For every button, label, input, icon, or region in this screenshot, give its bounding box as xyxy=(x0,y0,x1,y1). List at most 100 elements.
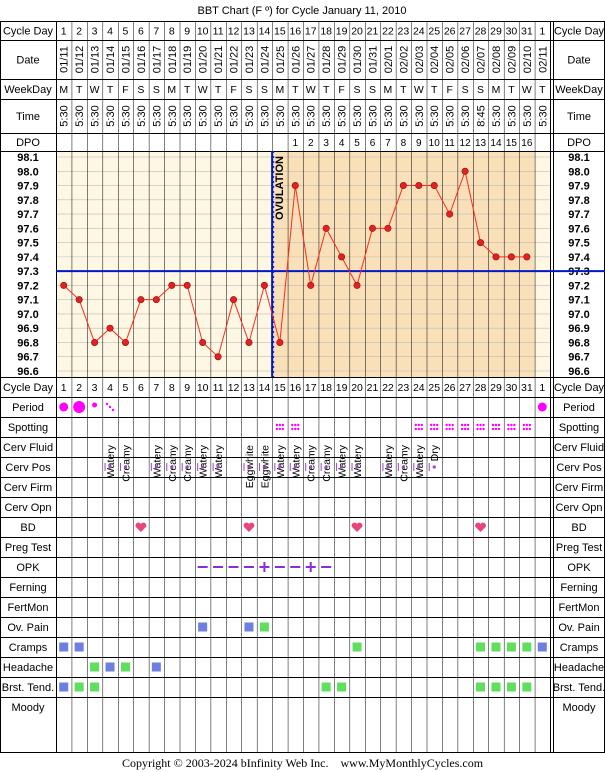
cycle-label: 27 xyxy=(459,26,471,38)
cerv-fluid-label: Dry xyxy=(429,444,441,461)
backgrounds xyxy=(56,151,550,377)
cycleday-label: 1 xyxy=(61,382,67,394)
obs-label: Cycle Day xyxy=(3,382,54,394)
obs-label-right: Period xyxy=(563,402,595,414)
cycleday-label: 16 xyxy=(289,382,301,394)
spotting-mark xyxy=(528,423,532,427)
obs-label-right: Brst. Tend. xyxy=(553,682,605,694)
date-label: 01/31 xyxy=(367,46,379,74)
cycleday-label: 21 xyxy=(367,382,379,394)
row-label-right-date: Date xyxy=(567,55,590,67)
temperature-point xyxy=(384,224,392,232)
cerv-pos-mark xyxy=(278,465,282,469)
y-tick-label: 98.0 xyxy=(17,166,38,178)
spotting-mark xyxy=(433,423,436,427)
time-label: 5:30 xyxy=(182,105,194,126)
cerv-fluid-label: Creamy xyxy=(120,444,132,482)
temperature-point xyxy=(260,281,268,289)
spotting-mark xyxy=(451,427,454,431)
row-label-date: Date xyxy=(16,55,39,67)
grid-lines xyxy=(0,21,605,753)
dpo-label: 4 xyxy=(339,138,345,149)
y-tick-label: 97.5 xyxy=(17,238,38,250)
cycleday-label: 24 xyxy=(413,382,425,394)
cerv-pos-mark xyxy=(417,465,421,469)
obs-label-right: Cycle Day xyxy=(554,382,605,394)
temperature-point xyxy=(338,253,346,261)
time-label: 5:30 xyxy=(383,105,395,126)
cerv-fluid-label: Creamy xyxy=(398,444,410,482)
symptom-square xyxy=(244,622,254,632)
time-label: 5:30 xyxy=(445,105,457,126)
spotting-mark xyxy=(513,423,516,427)
symptom-square xyxy=(522,682,532,692)
cycleday-label: 2 xyxy=(76,382,82,394)
spotting-mark xyxy=(417,427,420,431)
obs-label: Spotting xyxy=(8,422,48,434)
spotting-mark xyxy=(448,423,451,427)
period-mark xyxy=(537,402,547,412)
temperature-point xyxy=(477,239,485,247)
obs-label-right: Cramps xyxy=(560,642,599,654)
temperature-point xyxy=(60,281,68,289)
cerv-pos-mark xyxy=(401,465,405,469)
spotting-mark xyxy=(414,423,417,427)
cycleday-label: 23 xyxy=(398,382,410,394)
temperature-point xyxy=(121,338,129,346)
y-tick-label: 97.1 xyxy=(17,295,38,307)
date-label: 02/02 xyxy=(398,46,410,74)
time-label: 5:30 xyxy=(136,105,148,126)
symptom-square xyxy=(337,682,347,692)
cycleday-label: 5 xyxy=(123,382,129,394)
time-label: 5:30 xyxy=(337,105,349,126)
obs-label-right: FertMon xyxy=(559,602,600,614)
cycle-label: 12 xyxy=(228,26,240,38)
cerv-fluid-label: Watery xyxy=(414,444,426,478)
row-label-wd: WeekDay xyxy=(4,84,52,96)
date-label: 01/14 xyxy=(105,46,117,74)
spotting-mark xyxy=(528,427,532,431)
spotting-mark xyxy=(281,427,285,431)
obs-label-right: Ferning xyxy=(560,582,597,594)
cycle-label: 2 xyxy=(76,26,82,38)
cerv-pos-mark xyxy=(339,465,344,469)
spotting-mark xyxy=(417,423,420,427)
row-label-right-dpo: DPO xyxy=(567,137,591,149)
spotting-mark xyxy=(482,423,485,427)
cycle-label: 11 xyxy=(213,26,224,38)
time-label: 5:30 xyxy=(275,105,287,126)
temperature-point xyxy=(291,182,299,190)
wd-label: T xyxy=(431,84,438,96)
bd-heart-icon xyxy=(351,522,363,532)
cerv-pos-mark xyxy=(185,465,189,469)
obs-label-right: Cerv Fluid xyxy=(554,442,604,454)
spotting-mark xyxy=(491,427,495,431)
wd-label: T xyxy=(76,84,83,96)
symptom-square xyxy=(90,662,100,672)
y-tick-label-right: 97.5 xyxy=(568,238,589,250)
temperature-point xyxy=(322,224,330,232)
cerv-pos-mark xyxy=(355,465,359,469)
cycle-label: 1 xyxy=(61,26,67,38)
obs-label: Cerv Opn xyxy=(4,502,51,514)
date-label: 01/28 xyxy=(321,46,333,74)
symptom-square xyxy=(74,682,84,692)
time-label: 5:30 xyxy=(259,105,271,126)
symptom-square xyxy=(321,682,331,692)
symptom-square xyxy=(522,642,532,652)
date-label: 01/27 xyxy=(306,46,318,74)
date-label: 01/18 xyxy=(167,46,179,74)
spotting-mark xyxy=(460,427,464,431)
obs-label-right: Headache xyxy=(554,662,604,674)
spotting-mark xyxy=(294,427,297,431)
temperature-point xyxy=(75,296,83,304)
cerv-fluid-label: Watery xyxy=(337,444,349,478)
spotting-mark xyxy=(275,427,279,431)
symptom-square xyxy=(476,642,486,652)
y-tick-label-right: 97.6 xyxy=(568,223,589,235)
cycle-label: 25 xyxy=(428,26,440,38)
dpo-label: 5 xyxy=(354,138,360,149)
